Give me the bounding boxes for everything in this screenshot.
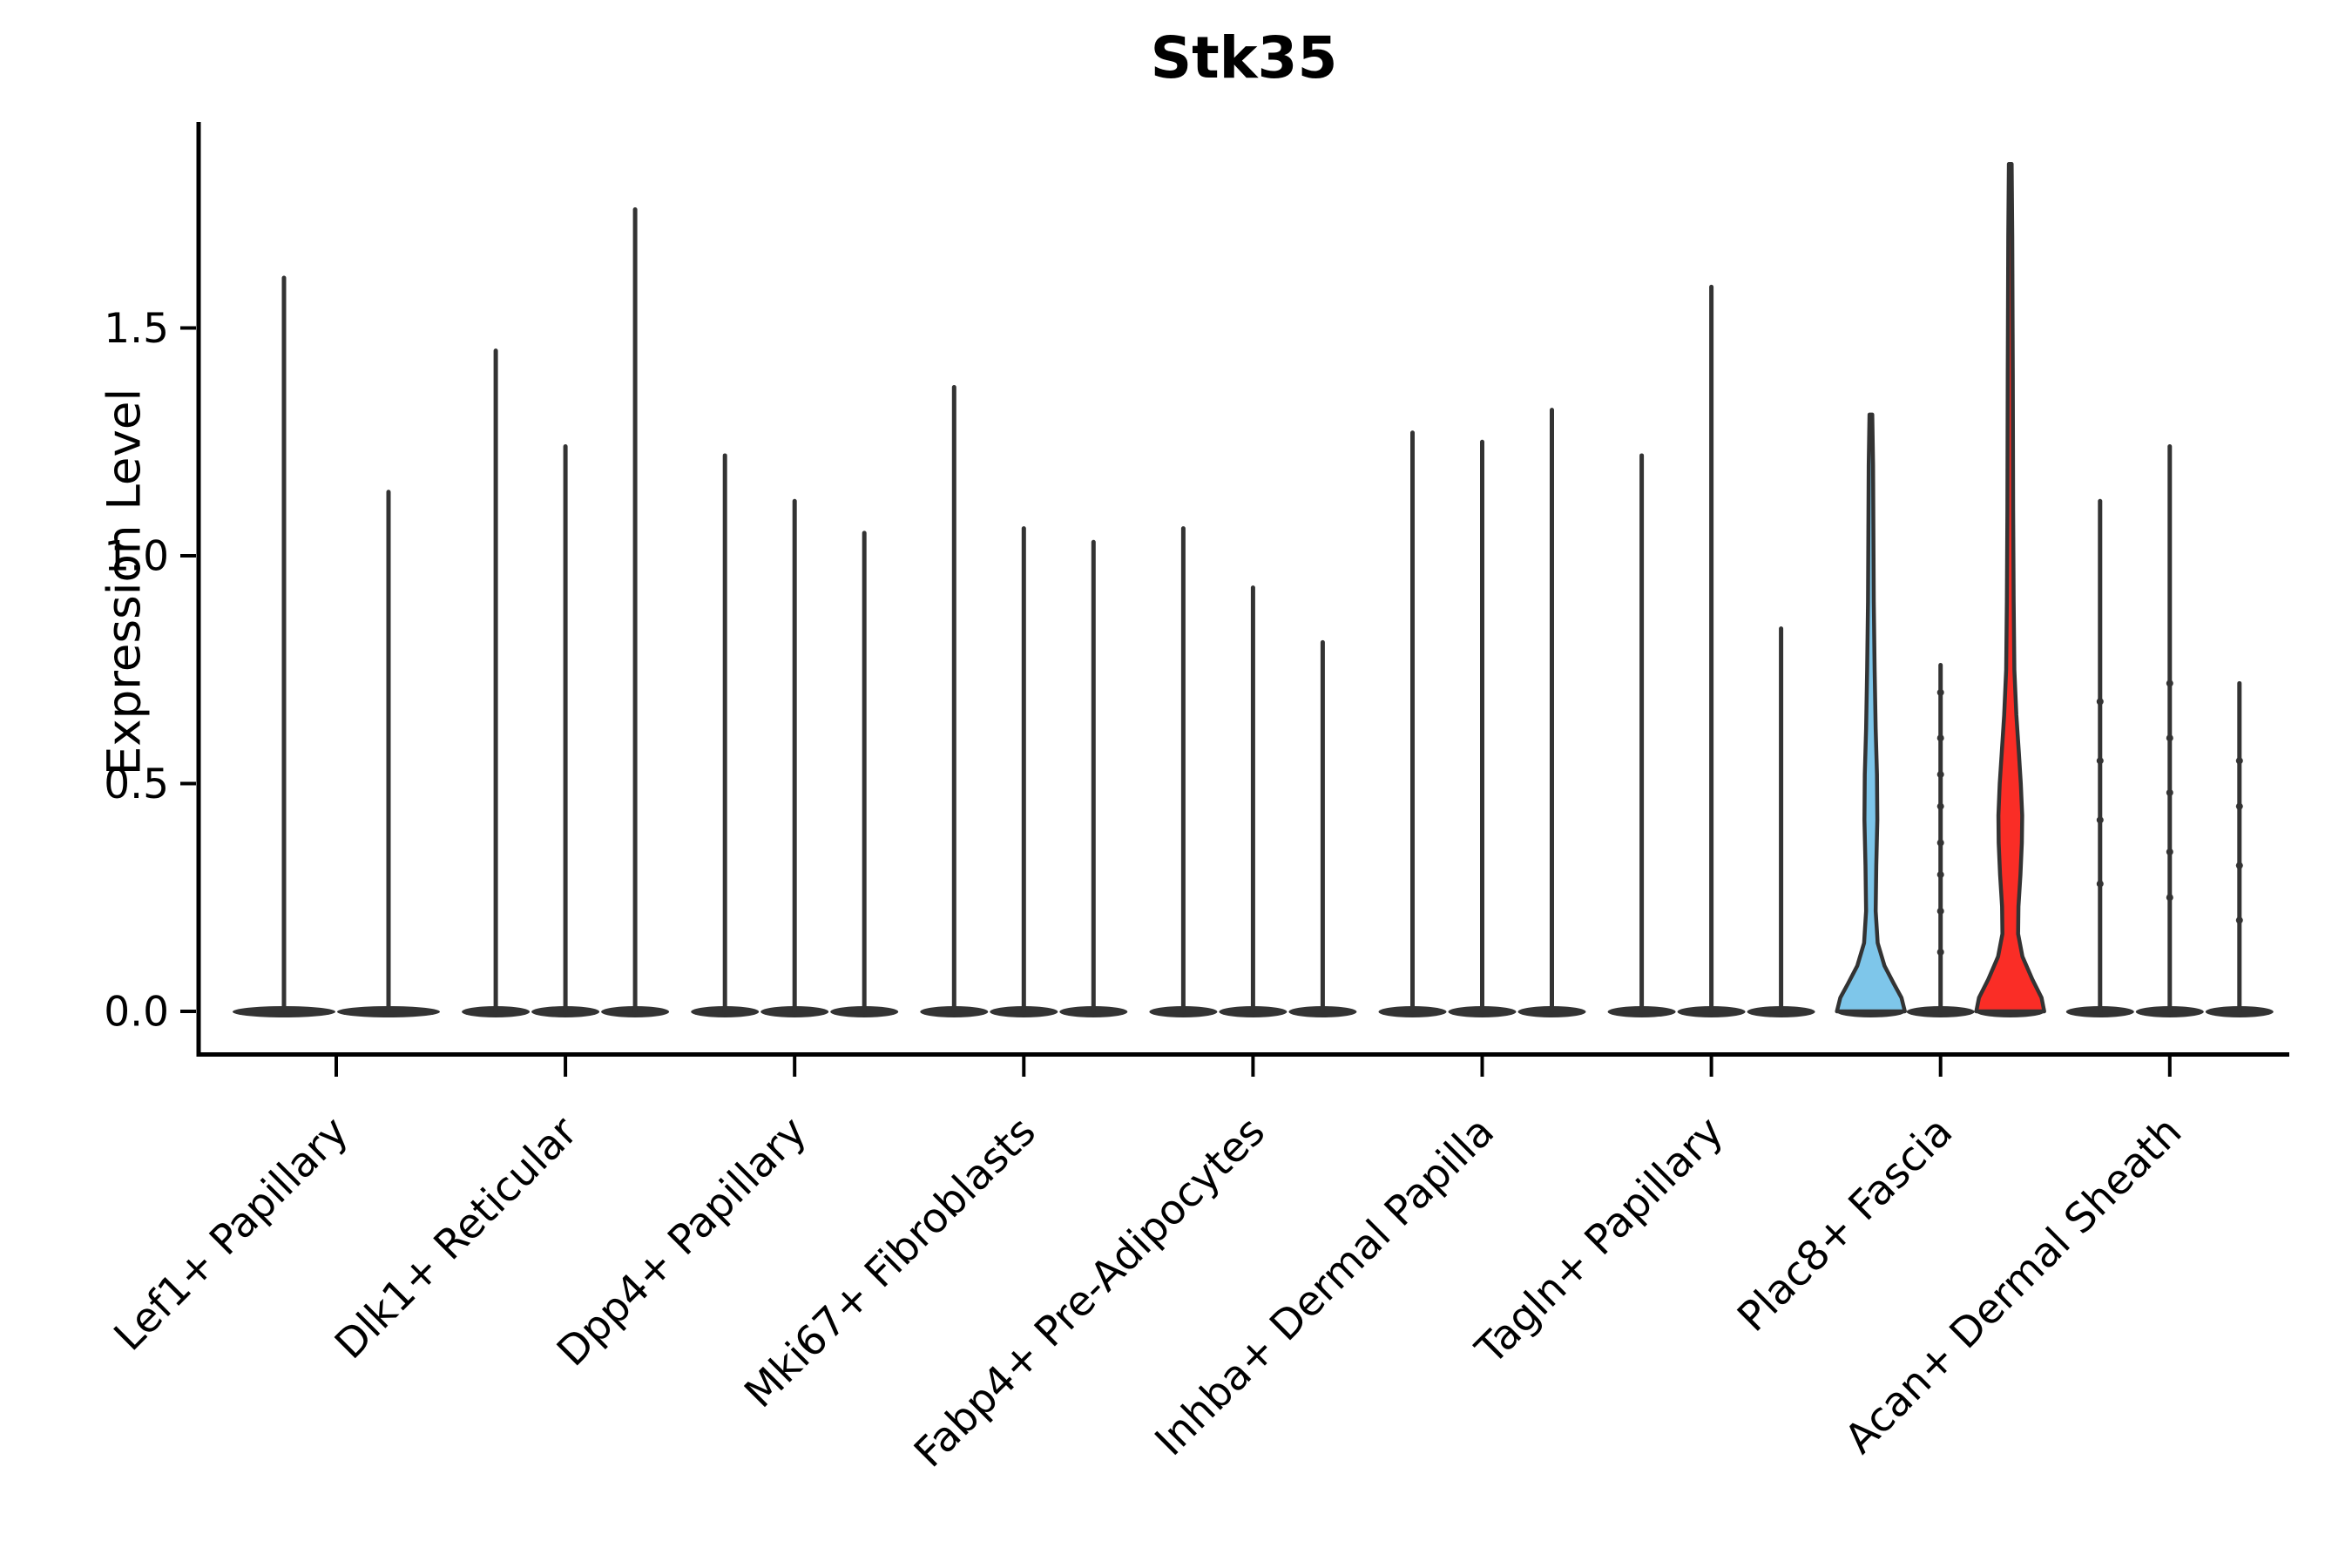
data-point-dot <box>1936 871 1944 879</box>
data-point-dot <box>2166 734 2173 742</box>
x-tick-label: Dpp4+ Papillary <box>548 1108 816 1376</box>
data-point-dot <box>2166 894 2173 902</box>
violin-body-highlighted <box>1974 161 2046 1014</box>
data-point-dot <box>1936 734 1944 742</box>
data-point-dot <box>2166 679 2173 687</box>
y-tick-label: 1.5 <box>104 305 169 353</box>
data-point-dot <box>1936 771 1944 779</box>
data-point-dot <box>1936 907 1944 915</box>
chart-title: Stk35 <box>1150 24 1338 91</box>
violin-body-highlighted <box>1835 412 1907 1014</box>
x-tick-label: Tagln+ Papillary <box>1466 1108 1733 1375</box>
data-point-dot <box>2096 880 2104 888</box>
x-tick-label: Lef1+ Papillary <box>105 1108 358 1361</box>
data-point-dot <box>2166 848 2173 855</box>
y-tick-label: 0.0 <box>104 988 169 1036</box>
data-point-dot <box>1936 839 1944 847</box>
data-point-dot <box>2235 862 2243 869</box>
data-point-dot <box>2166 788 2173 796</box>
x-tick-label: Dlk1+ Reticular <box>326 1107 587 1369</box>
data-point-dot <box>2096 816 2104 824</box>
data-point-dot <box>1936 949 1944 956</box>
y-tick-label: 1.0 <box>104 532 169 580</box>
data-point-dot <box>2096 757 2104 765</box>
data-point-dot <box>1936 802 1944 810</box>
x-tick-label: Plac8+ Fascia <box>1728 1108 1962 1342</box>
data-point-dot <box>2235 802 2243 810</box>
data-point-dot <box>2096 698 2104 706</box>
data-point-dot <box>1936 688 1944 696</box>
data-point-dot <box>2235 757 2243 765</box>
data-point-dot <box>2235 916 2243 924</box>
y-tick-label: 0.5 <box>104 760 169 808</box>
